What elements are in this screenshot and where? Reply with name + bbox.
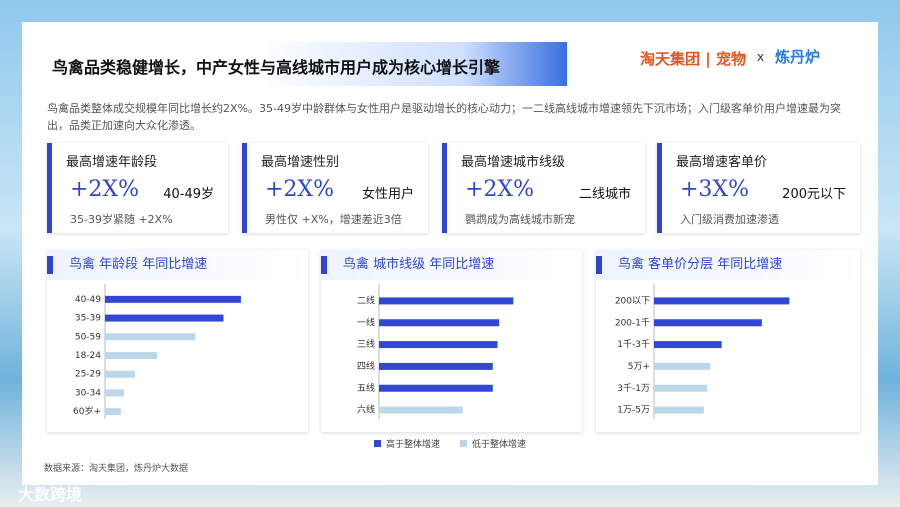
bar (105, 333, 196, 341)
logo-text: 淘天集团 (640, 50, 701, 68)
bar (654, 406, 704, 414)
footer: 数据来源：淘天集团，炼丹炉大数据 (44, 464, 189, 474)
logo: 淘天集团 | 宠物 (640, 50, 746, 68)
legend-item: 高于整体增速 (373, 440, 440, 450)
logo: 炼丹炉 (775, 48, 821, 66)
y-tick-label: 18-24 (75, 351, 101, 361)
y-tick-label: 四线 (357, 360, 375, 372)
bar (654, 341, 722, 349)
y-tick-label: 35-39 (75, 314, 101, 324)
title-bar (47, 42, 567, 86)
kpi-card: 最高增速性别 +2X% 女性用户男性仅 +X%，增速差近3倍 (242, 143, 428, 233)
card-note: 鹦鹉成为高线城市新宠 (465, 213, 575, 226)
bar (654, 384, 708, 392)
y-tick-label: 1万-5万 (617, 406, 650, 416)
chart-title: 鸟禽 客单价分层 年同比增速 (596, 250, 860, 280)
y-tick-label: 200-1千 (615, 317, 650, 328)
card-note: 男性仅 +X%，增速差近3倍 (265, 213, 402, 226)
bar (379, 384, 493, 392)
y-tick-label: 六线 (357, 404, 375, 416)
logo-text: 宠物 (715, 50, 746, 68)
summary: 鸟禽品类整体成交规模年同比增长约2X%。35-49岁中龄群体与女性用户是驱动增长… (47, 102, 841, 132)
bar (105, 314, 224, 322)
card-note: 入门级消费加速渗透 (680, 213, 779, 226)
y-tick-label: 25-29 (75, 370, 101, 380)
bar (654, 297, 790, 305)
bar (105, 408, 121, 416)
y-tick-label: 1千-3千 (617, 339, 650, 350)
y-tick-label: 一线 (357, 316, 375, 328)
y-tick-label: 二线 (357, 294, 375, 306)
bar (379, 406, 463, 414)
bar (654, 319, 762, 327)
bar (379, 319, 500, 327)
card-side: 200元以下 (782, 187, 846, 202)
bar (105, 352, 158, 359)
card-side: 二线城市 (578, 187, 631, 202)
legend-label: 高于整体增速 (385, 440, 440, 450)
legend-swatch (460, 440, 467, 447)
y-tick-label: 5万+ (628, 362, 650, 372)
legend: 高于整体增速 低于整体增速 (0, 437, 900, 450)
kpi-card: 最高增速城市线级 +2X% 二线城市 鹦鹉成为高线城市新宠 (442, 143, 645, 233)
bar (105, 389, 124, 397)
title: 鸟禽品类稳健增长，中产女性与高线城市用户成为核心增长引擎 (52, 58, 501, 77)
chart-title: 鸟禽 城市线级 年同比增速 (321, 250, 582, 280)
bar (105, 370, 136, 378)
watermark: 大数跨境 (18, 485, 83, 504)
card-value: +2X% (70, 177, 139, 202)
card-value: +2X% (465, 177, 534, 202)
bar (379, 297, 514, 305)
y-tick-label: 60岁+ (73, 405, 101, 417)
y-tick-label: 五线 (357, 382, 375, 394)
card-label: 最高增速年龄段 (66, 155, 158, 170)
y-tick-label: 200以下 (615, 296, 650, 306)
y-tick-label: 三线 (357, 338, 375, 350)
chart-panel: 鸟禽 客单价分层 年同比增速 200以下 200-1千 1千-3千 5万+ 3千-1万 1万… (596, 250, 860, 432)
card-side: 40-49岁 (163, 187, 214, 202)
bar (105, 295, 241, 303)
y-tick-label: 50-59 (75, 332, 101, 342)
chart: 40-49 35-39 50-59 18-24 25-29 30-34 60岁+ (73, 284, 241, 419)
bar (379, 341, 498, 349)
bar (654, 362, 711, 370)
y-tick-label: 3千-1万 (617, 383, 650, 394)
card-label: 最高增速性别 (261, 155, 340, 170)
kpi-card: 最高增速年龄段 +2X% 40-49岁 35-39岁紧随 +2X% (47, 143, 228, 233)
bar (379, 362, 493, 370)
legend-label: 低于整体增速 (472, 440, 527, 450)
card-side: 女性用户 (361, 187, 414, 202)
kpi-card: 最高增速客单价 +3X% 200元以下 入门级消费加速渗透 (657, 143, 860, 233)
chart-panel: 鸟禽 年龄段 年同比增速 40-49 35-39 50-59 18-24 25-29 30-… (47, 250, 308, 432)
y-tick-label: 40-49 (75, 295, 101, 305)
card-value: +3X% (680, 177, 749, 202)
chart: 200以下 200-1千 1千-3千 5万+ 3千-1万 1万-5万 (615, 284, 790, 419)
y-tick-label: 30-34 (75, 388, 101, 398)
legend-item: 低于整体增速 (460, 440, 526, 450)
chart-panel: 鸟禽 城市线级 年同比增速二线一线三线四线五线六线 (321, 250, 582, 432)
legend-swatch (373, 440, 381, 447)
card-label: 最高增速客单价 (676, 155, 768, 170)
card-label: 最高增速城市线级 (461, 155, 566, 170)
card-note: 35-39岁紧随 +2X% (70, 213, 173, 226)
chart-title: 鸟禽 年龄段 年同比增速 (47, 250, 308, 280)
card-value: +2X% (265, 177, 334, 202)
logo-x: x (757, 50, 765, 64)
